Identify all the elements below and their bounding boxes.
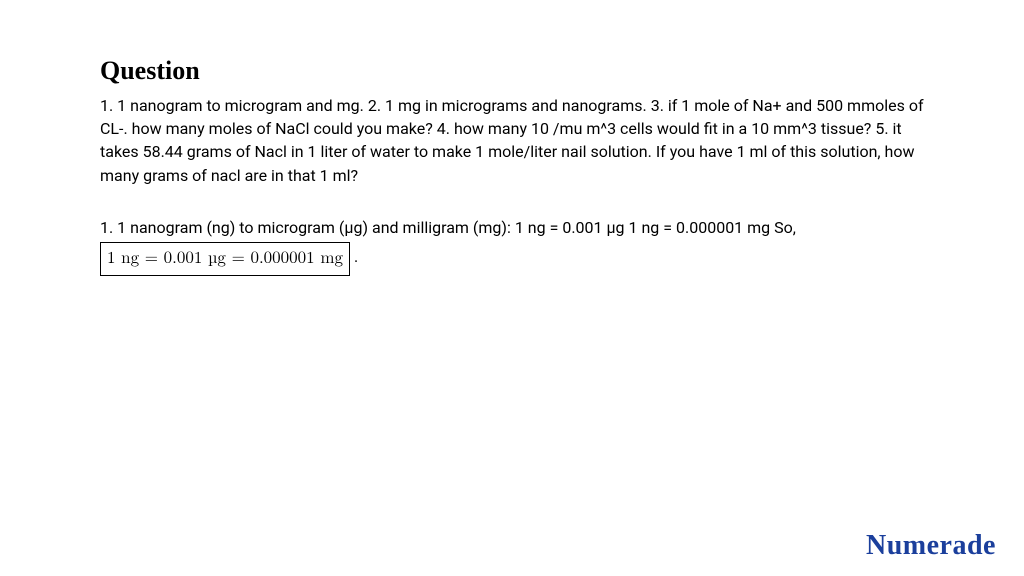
boxed-formula: 1 ng = 0.001 µg = 0.000001 mg [100,242,350,275]
question-heading: Question [100,56,924,86]
question-block: Question 1. 1 nanogram to microgram and … [0,0,1024,276]
answer-line: 1. 1 nanogram (ng) to microgram (µg) and… [100,215,924,276]
answer-trailing: . [354,247,358,266]
answer-intro: 1. 1 nanogram (ng) to microgram (µg) and… [100,218,796,237]
brand-logo: Numerade [866,530,996,562]
question-body: 1. 1 nanogram to microgram and mg. 2. 1 … [100,94,924,187]
